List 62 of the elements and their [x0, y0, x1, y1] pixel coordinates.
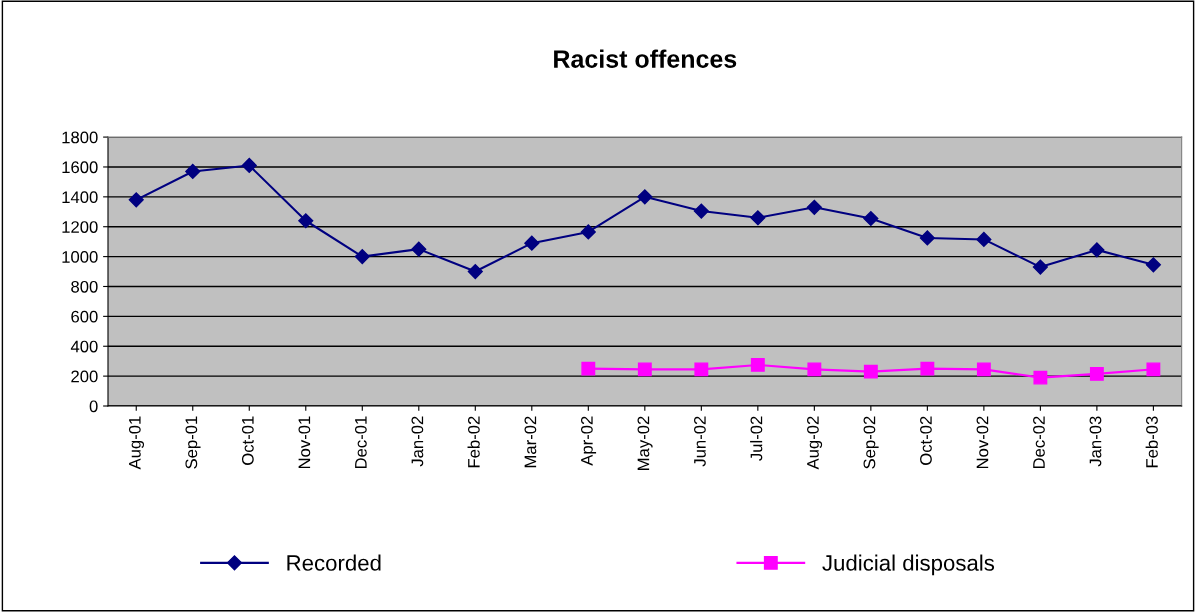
- point: [467, 263, 483, 280]
- point: [863, 364, 878, 379]
- x-tick-label: Jun-02: [694, 416, 706, 467]
- x-tick-label: Sep-01: [185, 416, 201, 469]
- x-tick-label: Jan-02: [411, 416, 424, 467]
- point: [863, 210, 879, 227]
- point: [637, 189, 653, 205]
- point: [750, 210, 766, 226]
- point: [1033, 370, 1048, 385]
- point: [976, 362, 991, 377]
- point: [185, 163, 201, 180]
- point: [128, 192, 144, 208]
- y-tick-label: 1800: [62, 131, 98, 144]
- x-tick-label: Oct-01: [241, 416, 254, 465]
- x-tick-label: Dec-02: [1033, 416, 1045, 469]
- y-tick-label: 0: [89, 400, 98, 413]
- point: [411, 241, 427, 257]
- point: [354, 249, 370, 265]
- y-tick-label: 1400: [62, 191, 98, 204]
- point: [919, 230, 935, 246]
- point: [806, 199, 822, 215]
- x-tick-label: Feb-02: [467, 416, 480, 468]
- chart-title: Racist offences: [554, 49, 737, 68]
- y-tick-label: 200: [71, 370, 98, 383]
- x-tick-label: May-02: [637, 416, 653, 470]
- x-tick-label: Jul-02: [750, 416, 763, 461]
- point: [693, 203, 709, 219]
- x-tick-label: Oct-02: [920, 416, 932, 465]
- x-tick-label: Dec-01: [354, 416, 367, 469]
- y-tick-label: 800: [71, 280, 98, 293]
- x-tick-label: Nov-01: [298, 416, 311, 469]
- point: [1145, 257, 1161, 273]
- point: [750, 357, 765, 372]
- point: [581, 361, 596, 376]
- point: [524, 235, 540, 251]
- x-tick-label: Nov-02: [976, 416, 989, 469]
- y-tick-label: 1000: [62, 251, 98, 263]
- point: [1089, 366, 1104, 381]
- point: [580, 224, 596, 240]
- y-tick-label: 600: [71, 310, 98, 323]
- point: [1146, 362, 1161, 377]
- point: [807, 362, 822, 377]
- legend-label: Recorded: [287, 554, 381, 571]
- x-tick-label: Feb-03: [1145, 416, 1158, 468]
- x-tick-label: Sep-02: [863, 416, 879, 469]
- point: [694, 362, 709, 377]
- x-tick-label: Aug-02: [807, 416, 823, 470]
- point: [637, 362, 652, 377]
- point: [241, 157, 257, 174]
- x-tick-label: Mar-02: [524, 416, 537, 468]
- y-tick-label: 400: [70, 340, 98, 353]
- point: [1089, 242, 1105, 258]
- y-tick-label: 1200: [62, 221, 98, 233]
- x-tick-label: Aug-01: [128, 416, 145, 470]
- point: [298, 213, 314, 229]
- x-tick-label: Jan-03: [1089, 416, 1102, 467]
- x-tick-label: Apr-02: [580, 416, 597, 466]
- point: [920, 361, 935, 376]
- y-tick-label: 1600: [62, 161, 98, 174]
- point: [976, 231, 992, 247]
- point: [1032, 259, 1048, 275]
- legend-label: Judicial disposals: [822, 554, 995, 576]
